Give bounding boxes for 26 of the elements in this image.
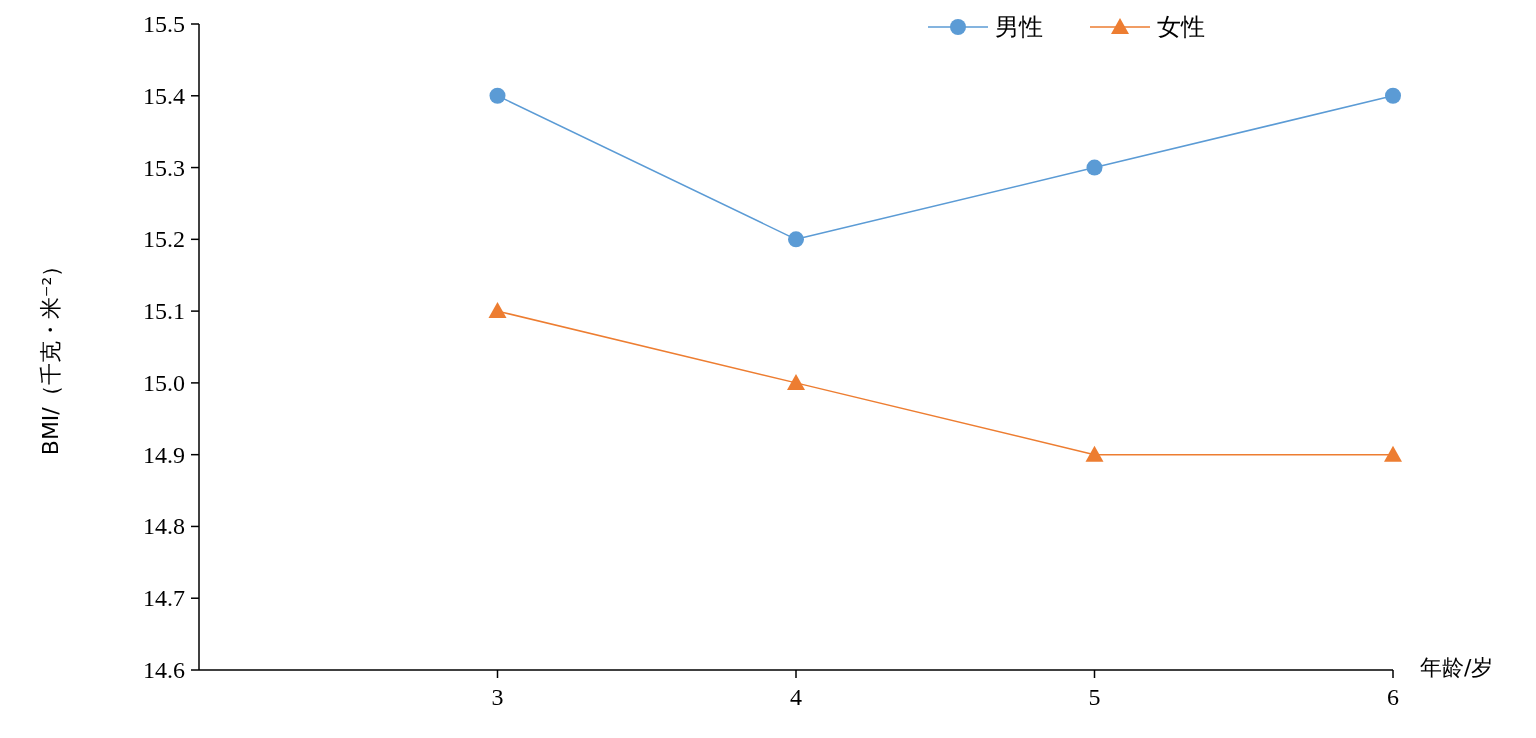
legend-label: 女性 <box>1157 13 1205 41</box>
point <box>1384 445 1402 462</box>
legend-label: 男性 <box>995 13 1043 41</box>
x-tick-label: 6 <box>1387 684 1399 710</box>
x-tick-label: 5 <box>1088 684 1101 710</box>
point <box>1086 159 1103 176</box>
y-tick-label: 14.9 <box>143 441 185 468</box>
y-tick-label: 15.2 <box>143 226 185 253</box>
y-tick-label: 14.6 <box>143 657 185 683</box>
point <box>1385 87 1401 104</box>
y-tick-label: 15.0 <box>143 369 185 396</box>
point <box>488 302 507 319</box>
point <box>1085 445 1104 462</box>
y-tick-label: 14.7 <box>143 585 185 612</box>
y-tick-label: 15.4 <box>143 82 185 109</box>
y-tick-label: 15.5 <box>143 11 185 37</box>
y-tick-label: 14.8 <box>143 513 185 540</box>
y-tick-label: 15.1 <box>143 298 185 325</box>
y-axis-title: BMI/（千克・米⁻²） <box>38 254 63 456</box>
point <box>788 231 804 248</box>
point <box>489 87 506 104</box>
x-axis-title: 年龄/岁 <box>1420 655 1494 680</box>
x-tick-label: 4 <box>790 684 802 710</box>
y-tick-label: 15.3 <box>143 154 185 181</box>
point <box>787 373 805 390</box>
x-tick-label: 3 <box>491 684 504 710</box>
